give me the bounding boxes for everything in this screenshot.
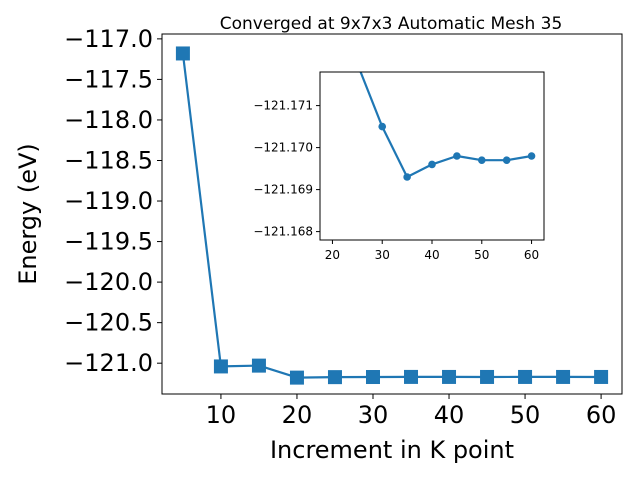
main-plot-frame bbox=[161, 33, 623, 395]
main-data-point bbox=[365, 370, 380, 385]
x-tick-label: 40 bbox=[434, 401, 465, 429]
y-tick-label: −119.5 bbox=[64, 228, 153, 256]
inset-data-point bbox=[477, 156, 486, 164]
inset-x-tick-label: 50 bbox=[474, 248, 489, 262]
inset-x-tick-label: 30 bbox=[375, 248, 390, 262]
inset-axis-ticks: 20 30 40 50 60 −121.171 −121.170 −121.169 −121.1… bbox=[253, 99, 539, 262]
main-data-point bbox=[289, 370, 304, 385]
inset-data-point bbox=[354, 60, 362, 68]
main-data-point bbox=[442, 369, 457, 384]
main-data-point bbox=[480, 369, 495, 384]
inset-data-point bbox=[428, 160, 436, 169]
y-tick-label: −118.0 bbox=[64, 106, 153, 134]
chart-title: Converged at 9x7x3 Automatic Mesh 35 bbox=[220, 14, 563, 34]
main-data-point bbox=[175, 46, 190, 61]
inset-series bbox=[359, 72, 532, 179]
main-axis-ticks: 10 20 30 40 50 60 −117.0 −117.5 −118.0 −118.5 −119… bbox=[64, 25, 616, 429]
x-tick-label: 60 bbox=[586, 401, 617, 429]
y-tick-label: −121.0 bbox=[64, 349, 153, 377]
x-tick-label: 10 bbox=[206, 401, 237, 429]
inset-data-point bbox=[502, 156, 511, 164]
inset-y-tick-label: −121.168 bbox=[253, 225, 313, 239]
main-data-point bbox=[404, 369, 419, 384]
main-markers bbox=[175, 46, 609, 385]
inset-data-point bbox=[403, 173, 411, 181]
y-tick-label: −119.0 bbox=[64, 187, 153, 215]
inset-x-tick-label: 40 bbox=[424, 248, 439, 262]
y-axis-label: Energy (eV) bbox=[14, 143, 42, 285]
y-tick-label: −120.5 bbox=[64, 309, 153, 337]
inset-data-point bbox=[378, 122, 387, 131]
x-axis-label: Increment in K point bbox=[270, 436, 514, 464]
inset-y-tick-label: −121.170 bbox=[253, 141, 313, 155]
inset-data-point bbox=[453, 152, 461, 160]
inset-plot-background bbox=[320, 72, 544, 240]
main-data-point bbox=[594, 369, 609, 384]
inset-y-tick-label: −121.171 bbox=[253, 99, 313, 113]
main-data-point bbox=[518, 369, 533, 384]
x-tick-label: 30 bbox=[358, 401, 389, 429]
inset-y-tick-label: −121.169 bbox=[253, 183, 313, 197]
inset-plot: 20 30 40 50 60 −121.171 −121.170 −121.169 −121.1… bbox=[253, 60, 545, 262]
x-tick-label: 50 bbox=[510, 401, 541, 429]
main-data-point bbox=[327, 370, 342, 385]
y-tick-label: −117.0 bbox=[64, 25, 153, 53]
inset-x-tick-label: 20 bbox=[325, 248, 340, 262]
x-tick-label: 20 bbox=[282, 401, 313, 429]
y-tick-label: −117.5 bbox=[64, 65, 153, 93]
main-data-point bbox=[556, 369, 571, 384]
main-data-point bbox=[251, 358, 266, 373]
y-tick-label: −120.0 bbox=[64, 268, 153, 296]
inset-x-tick-label: 60 bbox=[524, 248, 539, 262]
inset-markers bbox=[354, 60, 536, 181]
main-data-point bbox=[213, 359, 228, 374]
inset-series-line bbox=[359, 72, 532, 179]
inset-data-point bbox=[527, 152, 536, 160]
y-tick-label: −118.5 bbox=[64, 146, 153, 174]
main-plot: 10 20 30 40 50 60 −117.0 −117.5 −118.0 −118.5 −119… bbox=[64, 25, 623, 429]
